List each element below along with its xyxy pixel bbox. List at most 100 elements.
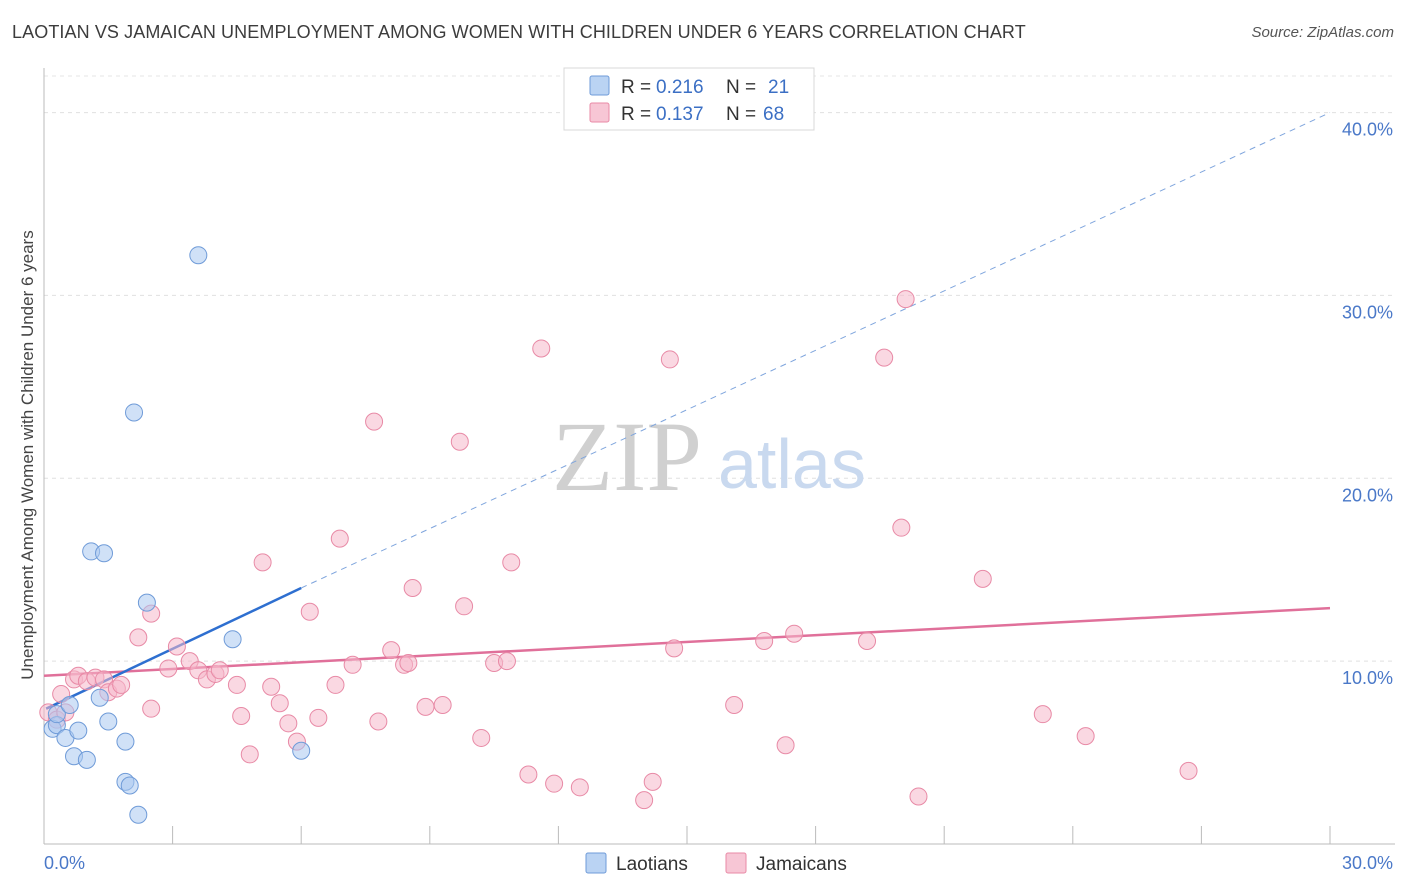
point-jamaicans-44 xyxy=(455,597,474,616)
point-jamaicans-63 xyxy=(892,518,911,537)
point-jamaicans-32 xyxy=(326,675,345,694)
point-laotians-10 xyxy=(95,544,114,563)
point-jamaicans-16 xyxy=(167,637,186,656)
y-tick-label-2: 30.0% xyxy=(1342,302,1393,322)
y-tick-label-0: 10.0% xyxy=(1342,668,1393,688)
point-jamaicans-31 xyxy=(309,708,328,727)
chart-title: LAOTIAN VS JAMAICAN UNEMPLOYMENT AMONG W… xyxy=(12,22,1026,42)
watermark-zip: ZIP xyxy=(552,401,702,512)
point-jamaicans-36 xyxy=(369,712,388,731)
series-legend-swatch-jamaicans xyxy=(725,852,747,874)
point-jamaicans-22 xyxy=(227,675,246,694)
point-jamaicans-59 xyxy=(776,736,795,755)
series-legend: Laotians Jamaicans xyxy=(585,852,847,875)
point-jamaicans-37 xyxy=(382,641,401,660)
point-laotians-7 xyxy=(77,750,96,769)
point-laotians-20 xyxy=(292,741,311,760)
point-jamaicans-27 xyxy=(270,694,289,713)
point-jamaicans-11 xyxy=(112,675,131,694)
point-laotians-2 xyxy=(47,705,66,724)
series-legend-swatch-laotians xyxy=(585,852,607,874)
point-jamaicans-45 xyxy=(472,728,491,747)
correlation-legend: R = 0.216 N = 21 R = 0.137 N = 68 xyxy=(563,67,815,131)
point-jamaicans-28 xyxy=(279,714,298,733)
point-jamaicans-14 xyxy=(142,699,161,718)
legend-n-label-2: N = xyxy=(726,104,756,125)
point-jamaicans-15 xyxy=(159,659,178,678)
point-jamaicans-68 xyxy=(1076,727,1095,746)
point-jamaicans-42 xyxy=(433,696,452,715)
point-jamaicans-24 xyxy=(240,745,259,764)
tick-labels: 10.0% 20.0% 30.0% 40.0% 0.0% 30.0% xyxy=(44,120,1393,873)
point-jamaicans-49 xyxy=(519,765,538,784)
point-laotians-6 xyxy=(69,721,88,740)
legend-n-value-1: 21 xyxy=(768,77,789,98)
point-jamaicans-65 xyxy=(909,787,928,806)
point-jamaicans-64 xyxy=(896,290,915,309)
point-jamaicans-23 xyxy=(232,707,251,725)
y-tick-label-3: 40.0% xyxy=(1342,120,1393,140)
gridlines xyxy=(44,75,1395,662)
point-jamaicans-51 xyxy=(545,774,564,793)
legend-r-label-1: R = xyxy=(621,77,651,98)
point-jamaicans-50 xyxy=(532,339,551,358)
x-tick-label-1: 30.0% xyxy=(1342,853,1393,873)
point-jamaicans-12 xyxy=(129,628,148,647)
y-tick-label-1: 20.0% xyxy=(1342,485,1393,505)
legend-n-label-1: N = xyxy=(726,77,756,98)
point-laotians-9 xyxy=(90,688,109,707)
point-laotians-11 xyxy=(99,712,118,731)
point-jamaicans-55 xyxy=(660,350,679,369)
point-laotians-19 xyxy=(223,630,242,649)
trend-line-laotians-extension xyxy=(300,112,1331,589)
point-jamaicans-67 xyxy=(1033,705,1052,724)
point-laotians-14 xyxy=(120,776,139,795)
watermark-atlas: atlas xyxy=(718,425,866,503)
point-jamaicans-48 xyxy=(502,553,521,572)
point-jamaicans-34 xyxy=(343,655,362,674)
x-tick-label-0: 0.0% xyxy=(44,853,85,873)
legend-swatch-laotians xyxy=(589,75,610,96)
point-jamaicans-43 xyxy=(450,432,469,451)
watermark: ZIP atlas xyxy=(552,401,866,512)
series-legend-label-jamaicans: Jamaicans xyxy=(756,854,847,875)
legend-r-value-1: 0.216 xyxy=(656,77,704,98)
legend-n-value-2: 68 xyxy=(763,104,784,125)
point-laotians-17 xyxy=(125,403,144,422)
point-jamaicans-60 xyxy=(785,624,804,643)
point-jamaicans-21 xyxy=(210,661,229,680)
point-jamaicans-58 xyxy=(755,632,774,651)
legend-swatch-jamaicans xyxy=(589,102,610,123)
point-jamaicans-30 xyxy=(300,602,319,621)
point-laotians-13 xyxy=(116,732,135,751)
point-jamaicans-57 xyxy=(725,696,744,715)
point-jamaicans-41 xyxy=(416,697,435,716)
point-jamaicans-52 xyxy=(570,778,589,797)
point-laotians-4 xyxy=(60,696,79,715)
point-jamaicans-53 xyxy=(635,791,654,810)
point-jamaicans-66 xyxy=(973,569,992,588)
point-jamaicans-62 xyxy=(875,348,894,367)
point-jamaicans-33 xyxy=(330,529,349,548)
point-laotians-15 xyxy=(129,805,148,824)
point-jamaicans-56 xyxy=(665,639,684,658)
point-jamaicans-61 xyxy=(858,632,877,651)
trend-line-jamaicans xyxy=(43,606,1331,678)
series-legend-label-laotians: Laotians xyxy=(616,854,688,875)
point-jamaicans-26 xyxy=(262,677,281,696)
point-jamaicans-54 xyxy=(643,772,662,791)
data-points xyxy=(39,246,1198,824)
point-jamaicans-40 xyxy=(403,579,422,597)
point-jamaicans-25 xyxy=(253,553,272,572)
point-laotians-18 xyxy=(189,246,208,265)
axes xyxy=(43,68,1395,845)
point-jamaicans-69 xyxy=(1179,761,1198,780)
source-credit: Source: ZipAtlas.com xyxy=(1251,24,1394,41)
point-jamaicans-39 xyxy=(399,653,418,672)
legend-r-label-2: R = xyxy=(621,104,651,125)
legend-r-value-2: 0.137 xyxy=(656,104,704,125)
point-jamaicans-35 xyxy=(365,412,384,431)
point-jamaicans-47 xyxy=(497,652,516,671)
point-laotians-16 xyxy=(137,593,156,612)
